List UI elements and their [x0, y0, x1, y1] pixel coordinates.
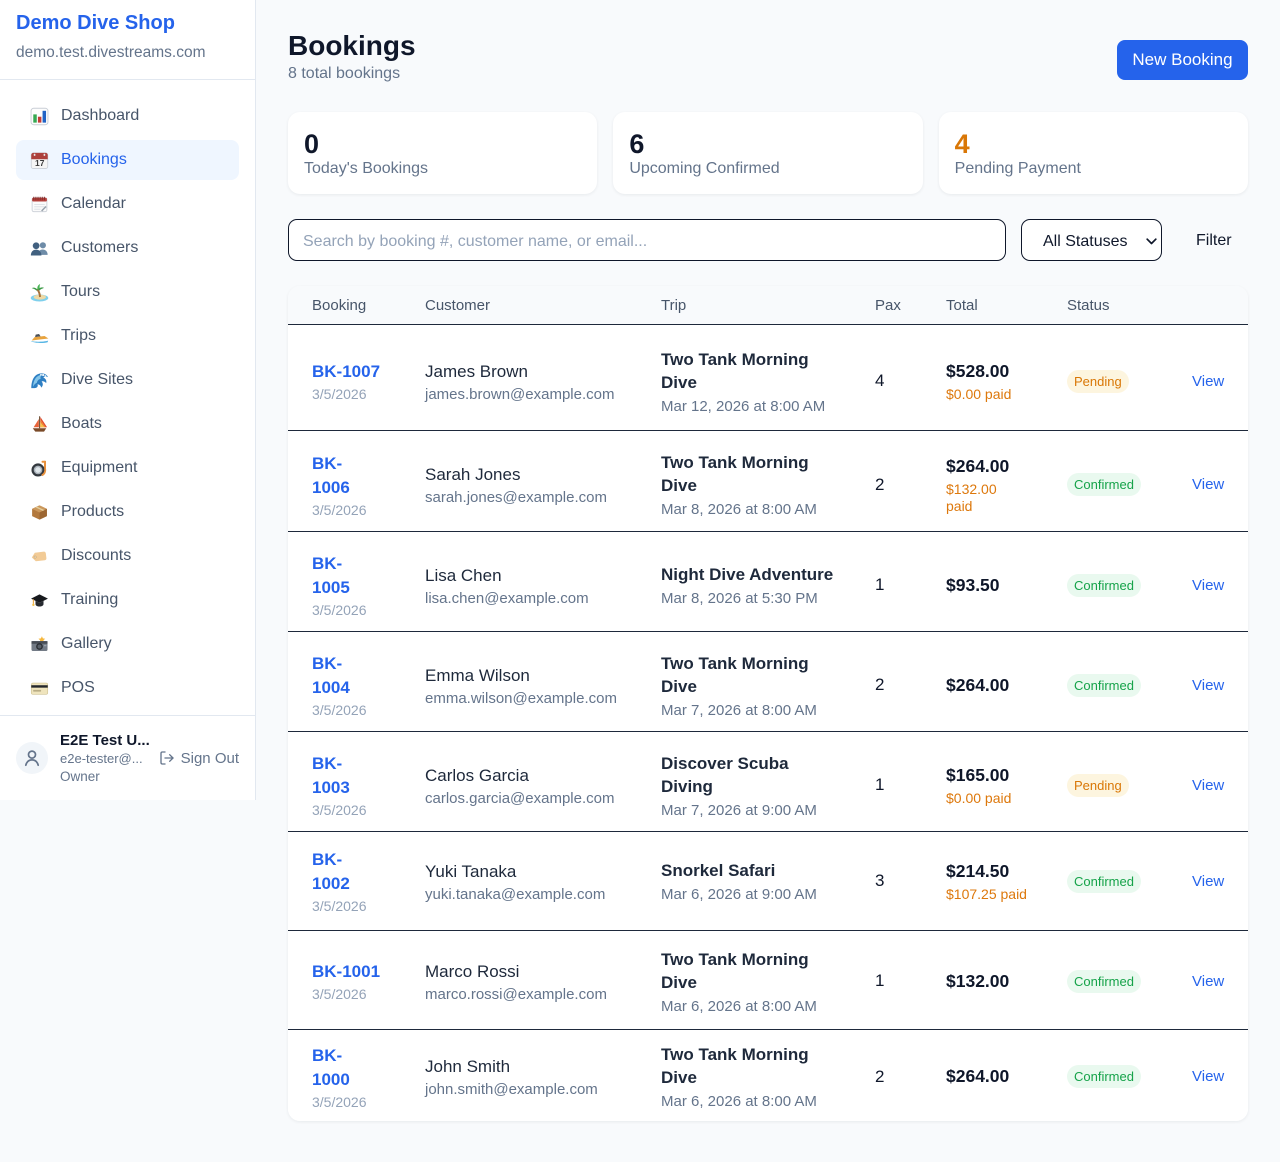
svg-text:17: 17	[35, 158, 45, 168]
